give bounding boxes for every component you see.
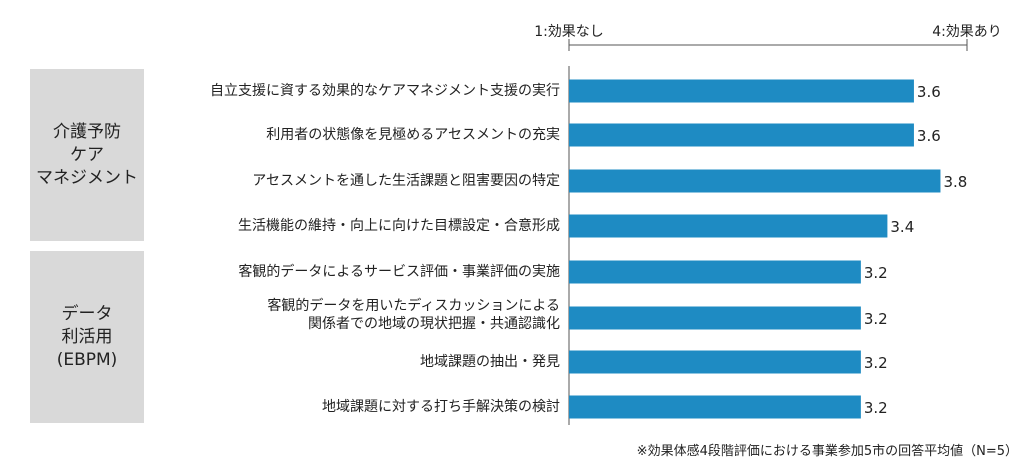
bar-value-label: 3.2 [864, 264, 888, 282]
bar [569, 79, 914, 103]
bar [569, 214, 888, 238]
category-label: アセスメントを通した生活課題と阻害要因の特定 [252, 173, 560, 189]
group-box-data-utilization: データ 利活用 (EBPM) [30, 251, 144, 423]
category-label: 客観的データによるサービス評価・事業評価の実施 [238, 264, 560, 280]
category-label: 自立支援に資する効果的なケアマネジメント支援の実行 [210, 83, 560, 99]
scale-max-label: 4:効果あり [932, 24, 1002, 40]
bar [569, 123, 914, 147]
scale-min-label: 1:効果なし [534, 24, 604, 40]
category-label: 生活機能の維持・向上に向けた目標設定・合意形成 [238, 218, 560, 234]
category-label: 地域課題に対する打ち手解決策の検討 [322, 399, 560, 415]
bar [569, 260, 861, 284]
bars-layer: 3.6 3.6 3.8 3.4 3.2 3.2 3.2 3.2 [569, 79, 967, 419]
bar-value-label: 3.4 [890, 218, 914, 236]
bar [569, 350, 861, 374]
bar [569, 306, 861, 330]
bar-value-label: 3.2 [864, 354, 888, 372]
bar-value-label: 3.6 [917, 127, 941, 145]
bar-value-label: 3.2 [864, 310, 888, 328]
bar-value-label: 3.2 [864, 399, 888, 417]
category-label: 客観的データを用いたディスカッションによる 関係者での地域の現状把握・共通認識化 [267, 298, 560, 332]
category-label: 利用者の状態像を見極めるアセスメントの充実 [266, 127, 560, 143]
bar-value-label: 3.8 [943, 173, 967, 191]
category-label: 地域課題の抽出・発見 [420, 354, 560, 370]
group-label-data-utilization: データ 利活用 (EBPM) [56, 303, 118, 370]
bar [569, 395, 861, 419]
group-box-care-management: 介護予防 ケア マネジメント [30, 69, 144, 241]
group-label-care-management: 介護予防 ケア マネジメント [36, 121, 138, 188]
footnote: ※効果体感4段階評価における事業参加5市の回答平均値（N=5） [636, 444, 1018, 459]
bar [569, 169, 941, 193]
bar-value-label: 3.6 [917, 83, 941, 101]
